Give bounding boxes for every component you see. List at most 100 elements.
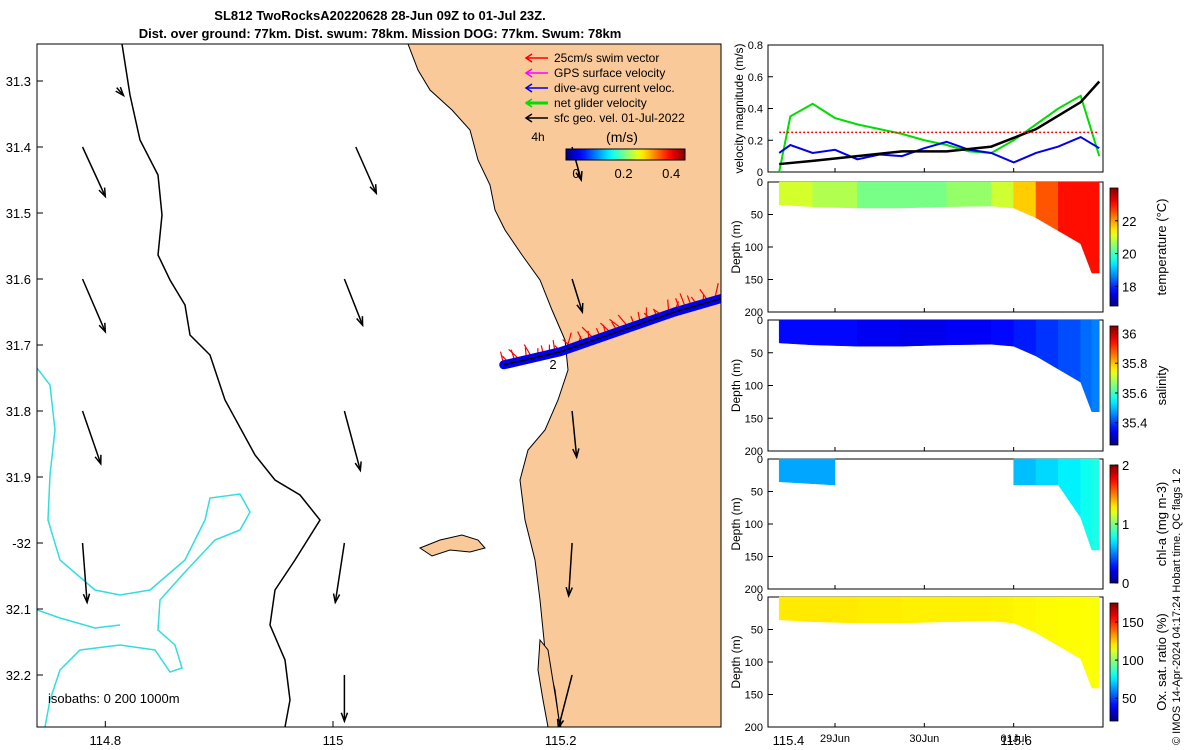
- geo-vector: [567, 542, 573, 596]
- section-colorbar-tick-label: 20: [1122, 247, 1136, 262]
- map-colorbar-tick-label: 0.2: [615, 166, 633, 181]
- day-labels: 30229: [549, 357, 556, 372]
- map-y-tick-label: -32: [12, 536, 31, 551]
- geo-vector: [81, 278, 106, 333]
- isobath-1000: [37, 609, 121, 629]
- geo-vector-head: [115, 86, 125, 98]
- section-cell: [1013, 458, 1037, 486]
- section-y-label: Depth (m): [729, 220, 743, 273]
- section-colorbar: [1109, 187, 1119, 307]
- section-y-label: Depth (m): [729, 635, 743, 688]
- section-colorbar-label: temperature (°C): [1154, 199, 1169, 296]
- swim-vector: [764, 273, 766, 285]
- isobath-label: isobaths: 0 200 1000m: [48, 691, 180, 706]
- temperature_section-panel: 0 50 100 150 200 Depth (m) 18 20 22 temperature (…: [729, 177, 1169, 319]
- map-y-tick-label: 32.1: [6, 602, 31, 617]
- geo-vector-head: [556, 718, 565, 727]
- time-tick-label: 29Jun: [820, 733, 850, 745]
- map-x-tick-label: 115.6: [1000, 733, 1032, 748]
- map-x-tick-label: 115.4: [773, 733, 805, 748]
- section-cell: [901, 319, 947, 347]
- section-cell: [946, 319, 992, 346]
- section-y-tick-label: 150: [745, 552, 763, 564]
- geo-vector-head: [356, 316, 364, 328]
- section-colorbar: [1109, 602, 1119, 722]
- glider-track-core: [503, 297, 721, 366]
- section-cell: [778, 319, 813, 346]
- section-cell: [812, 319, 858, 347]
- section-cell: [1091, 319, 1100, 412]
- section-cell: [812, 181, 858, 209]
- section-y-tick-label: 100: [745, 381, 763, 393]
- map-colorbar-bar: [565, 148, 686, 161]
- map-y-tick-label: 31.7: [6, 338, 31, 353]
- legend-arrowhead: [524, 98, 533, 108]
- section-cell: [812, 458, 836, 486]
- section-cell: [778, 181, 813, 207]
- section-colorbar-tick-label: 2: [1122, 458, 1129, 473]
- section-y-label: Depth (m): [729, 359, 743, 412]
- chart-title-line1: SL812 TwoRocksA20220628 28-Jun 09Z to 01…: [214, 8, 546, 23]
- geo-vector-head: [94, 454, 102, 466]
- section-y-tick-label: 200: [745, 722, 763, 734]
- velocity-y-tick-label: 0.8: [748, 40, 763, 52]
- credit-text: © IMOS 14-Apr-2024 04:17:24 Hobart time.…: [1171, 468, 1183, 745]
- section-y-tick-label: 200: [745, 307, 763, 319]
- swim-vector: [730, 287, 732, 295]
- map-x-tick-label: 114.8: [90, 733, 122, 748]
- salinity_section-panel: 0 50 100 150 200 Depth (m) 35.4 35.6 35.8 36 salin…: [729, 315, 1169, 458]
- section-colorbar-tick-label: 50: [1122, 691, 1136, 706]
- map-y-tick-label: 31.5: [6, 206, 31, 221]
- section-cell: [1091, 596, 1100, 689]
- chla_section-panel: 0 50 100 150 200 Depth (m) 0 1 2 chl-a (mg m-3): [729, 454, 1169, 596]
- legend-label: 25cm/s swim vector: [554, 51, 659, 65]
- section-cell: [991, 596, 1014, 624]
- geo-vector: [343, 410, 362, 471]
- swim-vector: [889, 314, 904, 316]
- section-colorbar-label: Ox. sat. ratio (%): [1154, 613, 1169, 711]
- section-colorbar: [1109, 325, 1119, 446]
- section-colorbar-tick-label: 1: [1122, 517, 1129, 532]
- geo-vector-head: [572, 448, 580, 460]
- section-colorbar-label: salinity: [1154, 365, 1169, 405]
- section-cell: [812, 596, 858, 624]
- geo-vector: [571, 278, 584, 313]
- section-colorbar-label: chl-a (mg m-3): [1154, 482, 1169, 567]
- legend-arrowhead: [524, 83, 533, 93]
- geo-vector-head: [98, 322, 107, 334]
- swim-vector: [888, 312, 899, 317]
- section-cell: [778, 458, 813, 484]
- section-y-tick-label: 0: [757, 315, 763, 327]
- velocity-series-line: [778, 94, 1101, 173]
- section-colorbar-tick-label: 36: [1122, 326, 1136, 341]
- map-colorbar-tick-label: 0.4: [662, 166, 680, 181]
- swim-vector: [735, 283, 743, 292]
- section-y-tick-label: 0: [757, 454, 763, 466]
- map-x-tick-label: 115: [323, 733, 344, 748]
- map-y-tick-label: 31.9: [6, 470, 31, 485]
- island: [418, 534, 486, 557]
- velocity-y-tick-label: 0: [757, 167, 763, 179]
- geo-vector-head: [565, 586, 573, 598]
- isobath-200: [121, 44, 321, 727]
- map-y-tick-label: 31.4: [6, 140, 31, 155]
- section-cell: [857, 319, 903, 347]
- island: [537, 638, 561, 727]
- section-y-tick-label: 100: [745, 657, 763, 669]
- geo-vector-head: [354, 461, 362, 473]
- map-frame: [36, 43, 722, 728]
- legend-label: dive-avg current veloc.: [554, 81, 675, 95]
- geo-velocity-vectors: [81, 86, 584, 727]
- section-cell: [778, 596, 813, 622]
- section-colorbar-tick-label: 35.6: [1122, 386, 1147, 401]
- day-label: 2: [549, 357, 556, 372]
- section-y-tick-label: 150: [745, 413, 763, 425]
- velocity-y-tick-label: 0.6: [748, 72, 763, 84]
- section-cell: [991, 181, 1014, 209]
- colorbar-title: (m/s): [606, 129, 638, 145]
- section-y-tick-label: 100: [745, 242, 763, 254]
